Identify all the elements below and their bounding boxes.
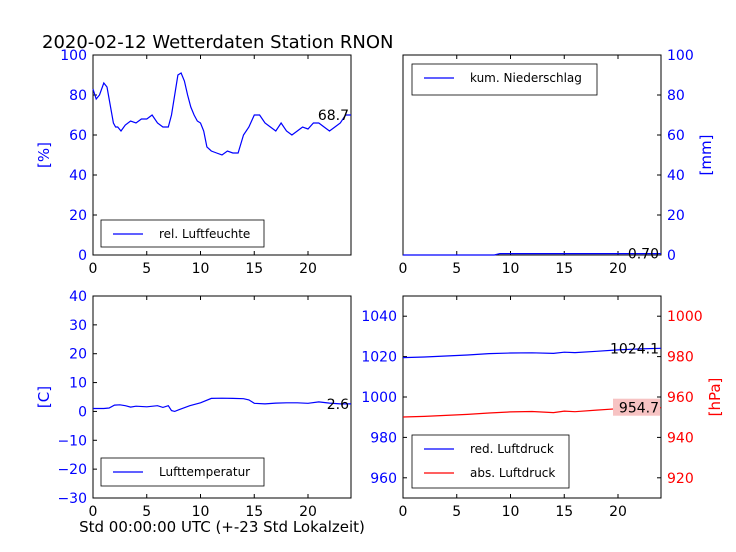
y-tick-label: 80	[69, 88, 87, 104]
y-tick-label: 20	[667, 208, 685, 224]
y-axis-label: [C]	[35, 386, 53, 408]
x-tick-label: 5	[142, 261, 151, 277]
panel-pressure: 0 5 10 15 20 960 980 1000 1020 1040 920 940 960 980 10…	[361, 295, 724, 520]
x-tick-label: 10	[502, 504, 520, 520]
y-tick-label: 0	[78, 404, 87, 420]
y-tick-label: 40	[69, 168, 87, 184]
legend-box	[411, 434, 570, 489]
x-tick-label: 20	[299, 261, 317, 277]
legend-label: abs. Luftdruck	[470, 466, 555, 480]
x-tick-label: 10	[502, 261, 520, 277]
x-tick-label: 15	[245, 261, 263, 277]
legend-label: kum. Niederschlag	[470, 71, 582, 85]
y-tick-label: 20	[69, 347, 87, 363]
legend-label: red. Luftdruck	[470, 442, 554, 456]
y-tick-label-right: 940	[667, 430, 694, 446]
last-value-bg	[613, 398, 660, 416]
y-tick-label: 10	[69, 376, 87, 392]
x-tick-label: 15	[555, 504, 573, 520]
y-tick-label: 1040	[361, 309, 397, 325]
y-tick-label-right: 980	[667, 350, 694, 366]
y-tick-label: 0	[78, 248, 87, 264]
last-value-label: 68.7	[318, 108, 349, 124]
y-tick-label: 1020	[361, 350, 397, 366]
y-tick-label: −10	[57, 433, 87, 449]
last-value-label: 0.70	[628, 247, 659, 263]
y-tick-label-right: 960	[667, 390, 694, 406]
x-tick-label: 20	[609, 504, 627, 520]
y-tick-label: 100	[60, 48, 87, 64]
legend-box	[411, 63, 598, 96]
y-tick-label: 40	[667, 168, 685, 184]
y-tick-label: 980	[370, 430, 397, 446]
panel-humidity: 0 5 10 15 20 0 20 40 60 80 100 [%] 68.7 rel. Luftfeuc…	[35, 48, 352, 277]
legend-label: Lufttemperatur	[159, 465, 250, 479]
y-axis-label: [%]	[35, 142, 53, 168]
series-line	[402, 347, 662, 359]
x-tick-label: 5	[142, 504, 151, 520]
series-line	[93, 397, 351, 413]
y-tick-label: 80	[667, 88, 685, 104]
x-tick-label: 0	[89, 504, 98, 520]
last-value-label-right: 954.7	[619, 401, 659, 417]
series-line	[92, 72, 351, 156]
y-tick-label: 60	[667, 128, 685, 144]
x-tick-label: 20	[609, 261, 627, 277]
panel-precipitation: 0 5 10 15 20 0 20 40 60 80 100 [mm] 0.70 kum. Nieders…	[399, 48, 715, 277]
y-tick-label: 100	[667, 48, 694, 64]
y-tick-label: 30	[69, 318, 87, 334]
y-tick-label: 0	[667, 248, 676, 264]
y-tick-label: 40	[69, 289, 87, 305]
x-tick-label: 15	[245, 504, 263, 520]
y-tick-label: −20	[57, 462, 87, 478]
x-tick-label: 0	[399, 261, 408, 277]
y-tick-label-right: 920	[667, 471, 694, 487]
last-value-label: 2.6	[327, 397, 349, 413]
x-tick-label: 10	[192, 261, 210, 277]
x-tick-label: 5	[452, 504, 461, 520]
x-tick-label: 20	[299, 504, 317, 520]
x-tick-label: 0	[399, 504, 408, 520]
y-tick-label: 960	[370, 471, 397, 487]
y-axis-label: [mm]	[697, 135, 715, 176]
x-tick-label: 10	[192, 504, 210, 520]
y-tick-label: −30	[57, 491, 87, 507]
y-tick-label: 1000	[361, 390, 397, 406]
legend-label: rel. Luftfeuchte	[159, 227, 250, 241]
figure-title: 2020-02-12 Wetterdaten Station RNON	[42, 32, 393, 53]
x-tick-label: 15	[555, 261, 573, 277]
last-value-label: 1024.1	[610, 341, 659, 357]
panel-temperature: 0 5 10 15 20 −30 −20 −10 0 10 20 30 40 [C] 2.6 Lufttemp…	[35, 289, 352, 520]
x-tick-label: 0	[89, 261, 98, 277]
y-axis-label: [hPa]	[706, 378, 724, 417]
y-tick-label-right: 1000	[667, 309, 703, 325]
y-tick-label: 60	[69, 128, 87, 144]
y-tick-label: 20	[69, 208, 87, 224]
x-axis-label: Std 00:00:00 UTC (+-23 Std Lokalzeit)	[79, 518, 365, 536]
series-line	[403, 253, 661, 256]
x-tick-label: 5	[452, 261, 461, 277]
